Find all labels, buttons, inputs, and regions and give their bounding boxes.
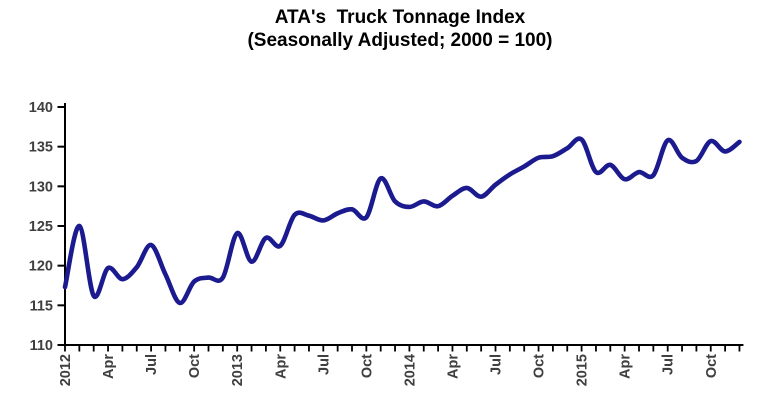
x-tick-label: Apr xyxy=(445,354,461,379)
y-tick-label: 140 xyxy=(29,100,53,116)
x-tick-label: Jul xyxy=(316,354,332,375)
x-tick-label: Oct xyxy=(187,354,203,378)
x-tick-label: Apr xyxy=(618,354,634,379)
x-tick-label: Oct xyxy=(704,354,720,378)
y-tick-label: 130 xyxy=(29,179,53,195)
y-tick-label: 115 xyxy=(30,298,53,314)
x-tick-label: Apr xyxy=(101,354,117,379)
x-tick-label: Jul xyxy=(489,354,505,375)
y-tick-label: 135 xyxy=(29,140,53,156)
tonnage-data-line xyxy=(62,136,742,306)
x-tick-label: Jul xyxy=(661,354,677,375)
y-tick-label: 120 xyxy=(29,259,53,275)
x-tick-label: Oct xyxy=(532,354,548,378)
axes xyxy=(57,103,744,352)
y-tick-label: 110 xyxy=(30,338,53,354)
x-tick-label: 2014 xyxy=(402,354,418,386)
x-tick-label: Oct xyxy=(359,354,375,378)
x-tick-labels: 2012 Apr Jul Oct 2013 Apr Jul Oct 2014 Apr Jul Oct 2… xyxy=(58,354,720,387)
x-tick-label: 2015 xyxy=(575,354,591,386)
x-tick-label: Apr xyxy=(273,354,289,379)
y-tick-labels: 110 115 120 125 130 135 140 xyxy=(29,100,53,354)
x-tick-label: 2013 xyxy=(230,354,246,386)
x-tick-label: 2012 xyxy=(58,354,74,386)
y-tick-label: 125 xyxy=(29,219,53,235)
x-tick-label: Jul xyxy=(144,354,160,375)
